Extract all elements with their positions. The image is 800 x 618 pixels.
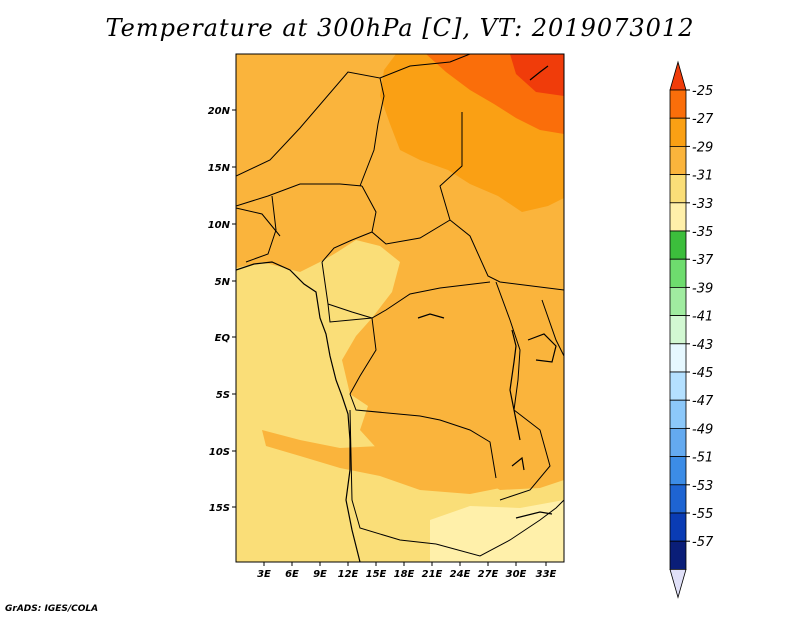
temperature-region [262,430,520,494]
lon-label: 33E [536,569,557,580]
latitude-axis: 20N 15N 10N 5N EQ 5S 10S 15S [208,106,236,514]
lat-label: 20N [208,106,231,117]
colorbar-swatch [669,540,687,570]
colorbar-label: -45 [692,366,713,381]
colorbar-swatch [669,145,687,175]
colorbar-label: -25 [692,84,713,99]
lat-label: 10N [208,220,231,231]
lon-label: 12E [338,569,359,580]
colorbar-label: -29 [692,140,713,155]
lon-label: 21E [422,569,443,580]
colorbar-label: -57 [692,535,714,550]
lon-label: 27E [478,569,499,580]
colorbar-label: -33 [692,197,713,212]
colorbar-swatch [669,456,687,486]
lon-label: 9E [313,569,327,580]
colorbar-swatch [669,202,687,232]
lat-label: 5N [215,277,231,288]
colorbar-top-triangle [669,60,687,91]
map-frame [235,53,565,563]
colorbar-swatch [669,286,687,316]
colorbar-bottom-triangle [669,569,687,599]
colorbar-swatch [669,371,687,401]
temperature-field [236,54,564,562]
colorbar-swatch [669,230,687,260]
lat-label: 10S [209,447,230,458]
chart-title: Temperature at 300hPa [C], VT: 201907301… [105,14,695,42]
colorbar-swatch [669,174,687,204]
temperature-region [430,500,564,562]
lat-label: 15N [208,163,231,174]
colorbar-swatch [669,484,687,514]
colorbar-label: -55 [692,507,713,522]
lat-label: 15S [209,503,230,514]
lon-label: 3E [257,569,271,580]
colorbar-swatch [669,399,687,429]
lon-label: 6E [285,569,299,580]
country-borders [236,54,564,557]
lon-label: 18E [394,569,415,580]
longitude-axis: 3E 6E 9E 12E 15E 18E 21E 24E 27E 30E 33E [257,562,557,580]
colorbar-label: -43 [692,338,713,353]
colorbar-swatch [669,315,687,345]
lon-label: 30E [506,569,527,580]
colorbar-label: -51 [692,451,713,466]
temperature-region [320,244,374,300]
colorbar-label: -49 [692,422,713,437]
lat-label: EQ [215,333,231,344]
colorbar-swatch [669,258,687,288]
grads-credit: GrADS: IGES/COLA [5,604,99,614]
colorbar-label: -47 [692,394,714,409]
lon-label: 24E [450,569,471,580]
colorbar-label: -27 [692,112,714,127]
colorbar-swatch [669,343,687,373]
colorbar: -25 -27 -29 -31 -33 -35 -37 -39 -41 -43 -45 -47 -49 -… [669,60,714,599]
colorbar-label: -31 [692,169,713,184]
lon-label: 15E [366,569,387,580]
colorbar-label: -37 [692,253,714,268]
colorbar-label: -53 [692,479,713,494]
colorbar-swatch [669,427,687,457]
colorbar-swatch [669,512,687,542]
colorbar-label: -39 [692,281,713,296]
coastline [236,65,557,562]
lat-label: 5S [216,390,230,401]
colorbar-swatch [669,89,687,119]
colorbar-label: -35 [692,225,713,240]
colorbar-label: -41 [692,310,713,325]
colorbar-swatch [669,117,687,147]
